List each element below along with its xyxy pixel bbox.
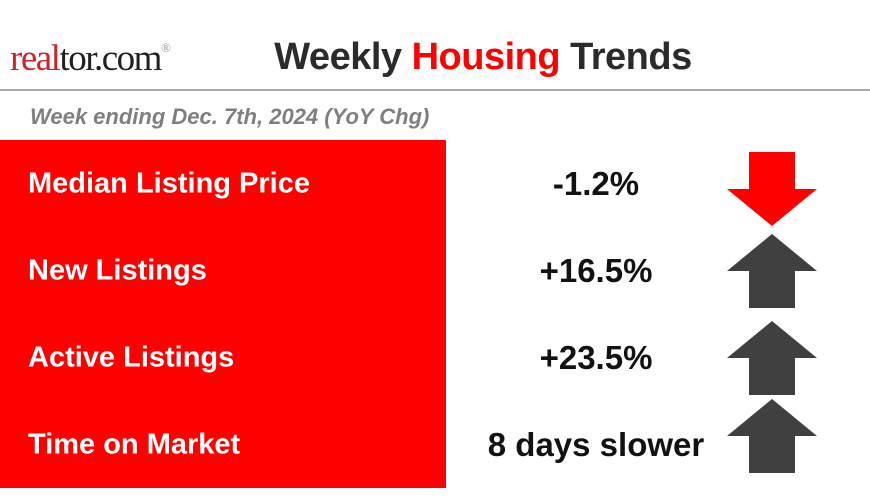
metric-label: Time on Market xyxy=(28,428,241,460)
metric-label: Median Listing Price xyxy=(28,167,310,199)
page-title: Weekly Housing Trends xyxy=(96,38,870,76)
header-divider xyxy=(0,89,870,91)
subtitle-week-ending: Week ending Dec. 7th, 2024 (YoY Chg) xyxy=(30,104,430,129)
up-arrow-icon xyxy=(727,233,817,308)
metric-label: New Listings xyxy=(28,254,207,286)
logo-text-real: real xyxy=(10,38,61,79)
title-part-weekly: Weekly xyxy=(274,36,412,78)
up-arrow-icon xyxy=(727,398,817,473)
logo-text-torcom: tor.com xyxy=(59,38,162,79)
metric-row-time-on-market: Time on Market 8 days slower xyxy=(0,398,870,488)
metric-label: Active Listings xyxy=(28,341,235,373)
down-arrow-icon xyxy=(727,151,817,226)
title-part-housing: Housing xyxy=(411,36,561,78)
metric-value: +16.5% xyxy=(539,251,653,289)
metrics-panel-background xyxy=(0,140,446,488)
metric-row-active-listings: Active Listings +23.5% xyxy=(0,314,870,401)
metric-row-median-listing-price: Median Listing Price -1.2% xyxy=(0,140,870,227)
metric-value: +23.5% xyxy=(539,338,653,376)
realtor-logo: realtor.com® xyxy=(10,40,171,77)
metrics-rows: Median Listing Price -1.2% New Listings … xyxy=(0,140,870,488)
metric-row-new-listings: New Listings +16.5% xyxy=(0,227,870,314)
metric-value: 8 days slower xyxy=(487,425,705,463)
registered-trademark-symbol: ® xyxy=(160,40,171,55)
up-arrow-icon xyxy=(727,320,817,395)
metric-value: -1.2% xyxy=(552,164,640,202)
title-part-trends: Trends xyxy=(560,36,692,78)
